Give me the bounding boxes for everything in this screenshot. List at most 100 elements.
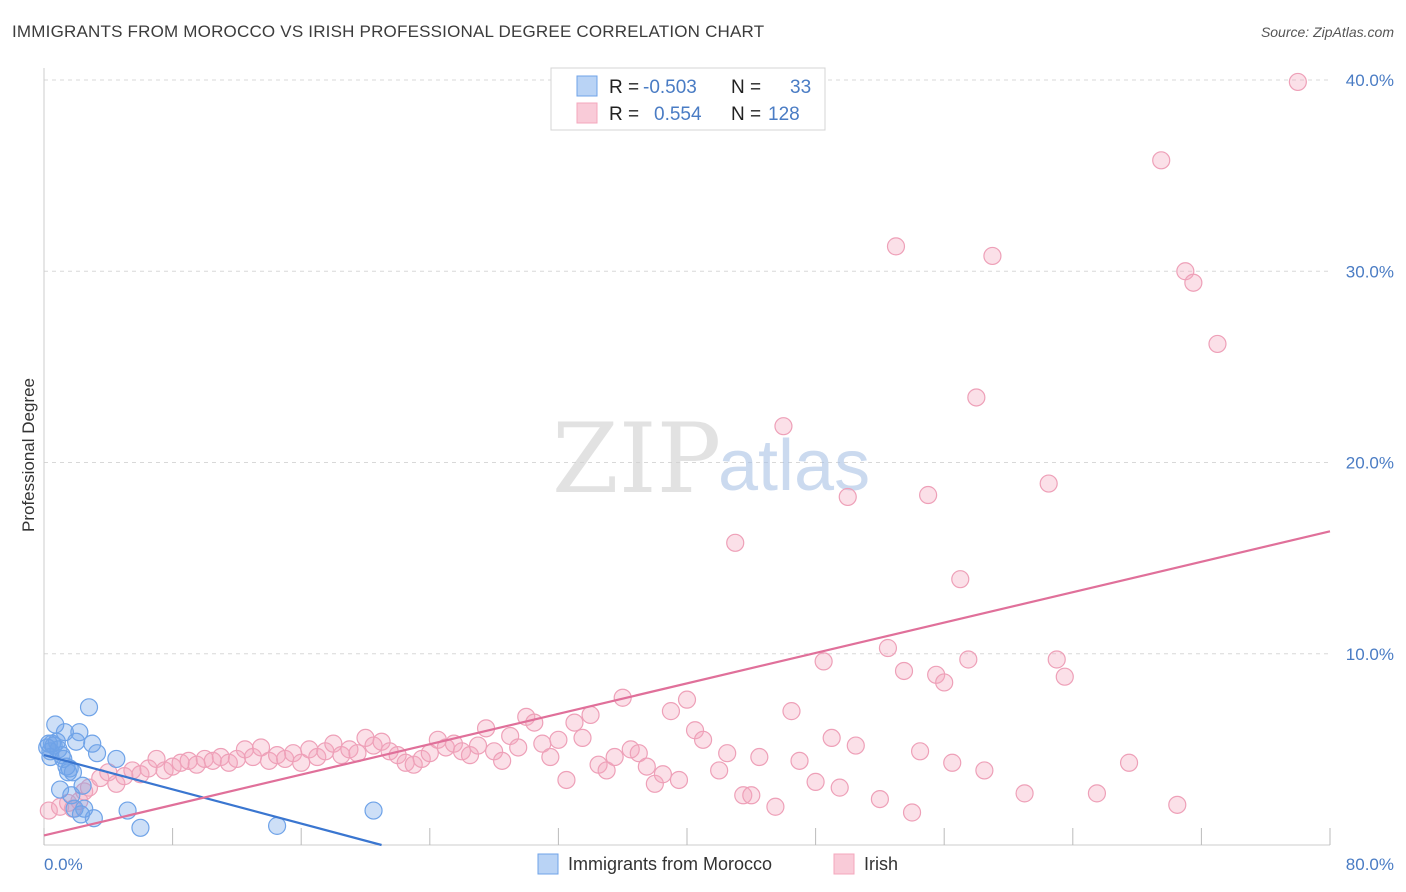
bottom-legend-label-2: Irish [864, 854, 898, 874]
watermark-zip: ZIP [552, 403, 721, 515]
irish-point-101 [886, 237, 906, 256]
irish-point-83 [710, 761, 729, 780]
irish-point-105 [919, 485, 938, 505]
legend-swatch-blue [576, 75, 598, 97]
trend-lines [43, 530, 1331, 847]
irish-point-0 [39, 801, 58, 820]
irish-point-87 [742, 786, 761, 805]
morocco-point-27 [107, 749, 126, 769]
irish-trend-line [43, 530, 1331, 837]
irish-point-71 [605, 747, 624, 767]
irish-point-82 [693, 730, 713, 749]
irish-point-120 [1152, 151, 1171, 170]
irish-point-100 [878, 638, 898, 658]
morocco-point-31 [364, 801, 383, 820]
irish-point-110 [959, 650, 978, 669]
irish-point-90 [774, 417, 793, 436]
y-tick-label-3: 40.0% [1346, 71, 1394, 90]
irish-point-93 [806, 772, 825, 791]
bottom-legend-swatch-blue [537, 853, 559, 875]
irish-point-113 [983, 246, 1002, 266]
irish-point-124 [1208, 334, 1227, 354]
x-tick-label-0: 0.0% [44, 855, 83, 874]
irish-point-102 [894, 661, 914, 681]
irish-point-123 [1184, 273, 1203, 292]
irish-point-70 [597, 761, 616, 780]
irish-point-61 [525, 713, 544, 732]
source-label: Source: ZipAtlas.com [1260, 24, 1394, 40]
irish-point-74 [629, 744, 648, 763]
irish-point-84 [718, 744, 737, 763]
watermark-atlas: atlas [718, 426, 870, 506]
irish-point-75 [637, 757, 656, 776]
stats-legend: R = -0.503 N = 33 R = 0.554 N = 128 [550, 67, 826, 131]
irish-point-118 [1087, 784, 1107, 803]
morocco-point-26 [87, 744, 107, 763]
legend-r-value-2: 0.554 [654, 104, 702, 125]
morocco-point-29 [131, 818, 150, 837]
legend-n-label-1: N = [731, 77, 761, 98]
x-tick-labels: 0.0% 80.0% [44, 855, 1394, 874]
y-tick-label-0: 10.0% [1346, 645, 1394, 664]
irish-point-88 [750, 747, 769, 767]
irish-point-104 [910, 742, 930, 761]
legend-swatch-pink [576, 102, 598, 124]
irish-point-111 [967, 388, 986, 407]
irish-point-65 [557, 770, 576, 790]
irish-point-97 [838, 487, 857, 507]
bottom-legend-label-1: Immigrants from Morocco [568, 854, 772, 874]
morocco-point-23 [79, 698, 99, 717]
legend-r-label-1: R = [609, 77, 639, 98]
irish-point-67 [573, 728, 592, 748]
irish-point-63 [541, 747, 560, 767]
irish-point-66 [565, 713, 584, 732]
irish-point-115 [1039, 474, 1058, 493]
irish-point-55 [476, 719, 496, 738]
irish-point-125 [1288, 72, 1307, 92]
irish-point-91 [782, 702, 801, 721]
irish-point-112 [975, 761, 994, 780]
grid [44, 79, 1330, 655]
irish-point-117 [1055, 667, 1074, 686]
bottom-legend-swatch-pink [833, 853, 855, 875]
legend-n-value-2: 128 [768, 104, 800, 125]
irish-point-95 [822, 728, 841, 748]
irish-point-96 [830, 778, 849, 797]
irish-point-107 [935, 673, 954, 692]
y-tick-label-2: 30.0% [1346, 262, 1394, 281]
y-axis-label: Professional Degree [19, 378, 38, 532]
irish-point-79 [669, 770, 689, 790]
morocco-point-22 [75, 799, 94, 818]
irish-point-59 [509, 738, 528, 757]
irish-point-99 [870, 789, 890, 809]
axes [43, 68, 1331, 846]
irish-point-78 [661, 702, 681, 721]
irish-point-109 [951, 570, 970, 589]
irish-point-68 [581, 705, 600, 725]
morocco-point-30 [267, 816, 287, 835]
irish-point-27 [251, 738, 271, 757]
irish-point-54 [468, 736, 488, 755]
irish-point-64 [549, 730, 568, 749]
legend-n-label-2: N = [731, 104, 761, 125]
irish-point-103 [902, 803, 922, 822]
legend-r-value-1: -0.503 [643, 77, 697, 98]
irish-point-114 [1015, 784, 1034, 803]
irish-point-32 [292, 753, 311, 772]
morocco-point-18 [67, 732, 86, 751]
data-points [38, 72, 1307, 837]
irish-point-94 [814, 652, 833, 671]
morocco-point-24 [83, 734, 102, 753]
irish-point-77 [653, 765, 672, 784]
chart-title: IMMIGRANTS FROM MOROCCO VS IRISH PROFESS… [12, 22, 765, 41]
x-tick-label-1: 80.0% [1346, 855, 1394, 874]
irish-point-119 [1119, 753, 1139, 772]
irish-point-121 [1168, 795, 1187, 814]
y-tick-labels: 10.0% 20.0% 30.0% 40.0% [1346, 71, 1394, 664]
watermark: ZIP atlas [552, 403, 870, 515]
irish-point-108 [943, 753, 962, 772]
y-tick-label-1: 20.0% [1346, 454, 1394, 473]
morocco-trend-line [43, 754, 382, 847]
legend-r-label-2: R = [609, 104, 639, 125]
